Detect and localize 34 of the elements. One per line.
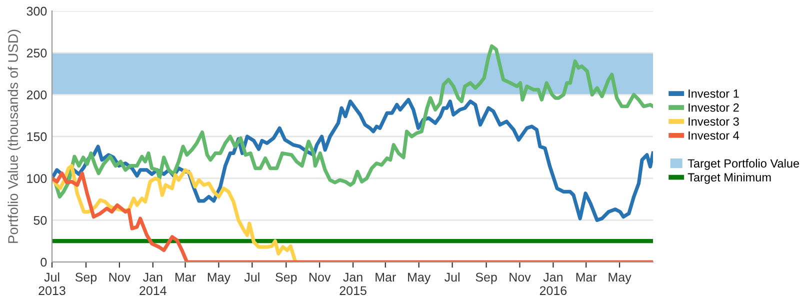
x-tick-label: Mar xyxy=(376,272,396,282)
x-tick-label: Jan 2014 xyxy=(140,272,166,296)
x-tick-label: May xyxy=(408,272,431,284)
x-tick-label: Sep xyxy=(276,272,297,284)
x-tick-label: May xyxy=(208,272,230,284)
y-tick-label: 150 xyxy=(27,132,47,142)
line-series xyxy=(52,164,298,262)
y-tick-label: 200 xyxy=(26,90,47,100)
x-tick-label: Jul xyxy=(244,272,260,282)
legend-label: Investor 3 xyxy=(688,117,739,126)
x-tick-label: Mar xyxy=(176,272,196,282)
legend-label: Investor 4 xyxy=(688,131,740,140)
x-tick-label: Sep xyxy=(75,272,97,284)
legend-label: Target Minimum xyxy=(688,172,771,184)
y-tick-label: 300 xyxy=(26,6,47,16)
legend-label: Investor 1 xyxy=(688,90,739,98)
x-tick-label: Mar xyxy=(576,272,597,282)
x-tick-label: Nov xyxy=(510,272,531,282)
y-axis-title: Portfolio Value (thousands of USD) xyxy=(8,30,21,243)
y-tick-label: 100 xyxy=(27,174,47,183)
y-tick-label: 250 xyxy=(26,48,47,58)
legend-label: Target Portfolio Value xyxy=(688,158,800,170)
line-series xyxy=(52,44,653,199)
x-tick-label: Jul xyxy=(444,272,460,282)
x-tick-label: Jul 2013 xyxy=(38,272,66,296)
x-tick-label: Nov xyxy=(310,272,331,282)
y-tick-label: 0 xyxy=(40,258,47,267)
legend-label: Investor 2 xyxy=(688,103,739,112)
x-tick-label: Nov xyxy=(109,272,131,282)
x-tick-label: May xyxy=(608,272,632,284)
x-tick-label: Jan 2015 xyxy=(340,272,366,296)
x-tick-label: Jan 2016 xyxy=(540,272,567,296)
y-tick-label: 50 xyxy=(34,216,47,225)
x-tick-label: Sep xyxy=(476,272,497,284)
